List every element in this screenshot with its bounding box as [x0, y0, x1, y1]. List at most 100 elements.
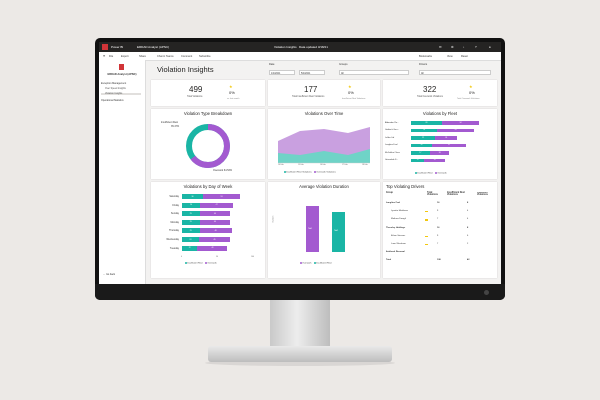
col-header-group[interactable]: Group — [386, 192, 393, 194]
donut-chart[interactable] — [183, 121, 233, 171]
chat-button[interactable]: Chat in Teams — [157, 54, 174, 58]
subscribe-button[interactable]: Subscribe — [199, 54, 211, 58]
day-bar-row[interactable]: Saturday 30 53 — [153, 194, 263, 199]
nav-item-overspeed[interactable]: Over Speed Insights — [105, 88, 126, 90]
download-icon[interactable]: ↓ — [463, 45, 465, 49]
fleet-bar-row[interactable]: Langline Fuel 19 31 — [385, 143, 495, 148]
day-bar-row[interactable]: Thursday 25 46 — [153, 228, 263, 234]
bar-insufficient[interactable] — [411, 121, 442, 125]
export-menu[interactable]: Export — [121, 54, 129, 58]
bar-overwork[interactable] — [435, 136, 458, 140]
bar-insufficient[interactable] — [182, 202, 201, 208]
top-drivers-card[interactable]: Top Violating Drivers Group Total Violat… — [383, 182, 497, 278]
by-day-card[interactable]: Violations by Day of Week Saturday 30 53 Fr… — [151, 182, 265, 278]
table-row[interactable]: Thornley Holdings 16 8 — [383, 227, 497, 234]
fleet-bar-row[interactable]: Aldenden Ra... 28 34 — [385, 121, 495, 125]
kpi-sub: vs. last month — [227, 98, 240, 100]
share-button[interactable]: Share — [139, 54, 146, 58]
view-button[interactable]: View — [447, 54, 453, 58]
go-back-button[interactable]: ← Go back — [103, 273, 115, 276]
bar-insufficient[interactable] — [182, 228, 200, 234]
nav-item-violation[interactable]: Violation Insights — [101, 93, 141, 95]
bar-overwork[interactable] — [441, 121, 480, 125]
donut-slice-overwork[interactable] — [186, 124, 230, 168]
bar-insufficient[interactable] — [411, 143, 432, 148]
file-menu[interactable]: File — [109, 54, 114, 58]
fleet-bar-row[interactable]: Grimsdale S... 12 19 — [385, 158, 495, 163]
day-bar-row[interactable]: Tuesday 22 43 — [153, 245, 263, 251]
help-icon[interactable]: ? — [475, 45, 477, 49]
nav-section-operational[interactable]: Operational Statistics — [101, 99, 124, 102]
bar-overwork[interactable] — [199, 219, 231, 225]
col-header-total[interactable]: Total Violations — [427, 192, 438, 196]
area-chart[interactable] — [274, 119, 374, 167]
bar-insufficient[interactable] — [332, 212, 345, 252]
driver-name: Total — [386, 259, 392, 262]
x-tick: 15 Feb — [298, 164, 304, 166]
groups-dropdown[interactable]: All — [339, 70, 409, 75]
fleet-bar-row[interactable]: Leffen Ltd 22 20 — [385, 136, 495, 140]
bar-overwork[interactable] — [200, 202, 234, 208]
by-fleet-card[interactable]: Violations by Fleet Aldenden Ra... 28 34 Ga… — [383, 109, 497, 179]
bar-overwork[interactable] — [424, 158, 446, 163]
bookmarks-button[interactable]: Bookmarks — [419, 54, 432, 58]
bar-insufficient[interactable] — [411, 158, 425, 163]
table-row[interactable]: Total 108 42 — [383, 259, 497, 266]
kpi-sub: Total Overwork Violations — [457, 98, 480, 100]
workspace-label[interactable]: ERDAD Analyst (APNC) — [137, 45, 170, 49]
bar-overwork[interactable] — [431, 143, 466, 148]
bar-insufficient[interactable] — [182, 194, 203, 199]
bar-insufficient[interactable] — [182, 245, 198, 251]
day-bar-row[interactable]: Friday 26 47 — [153, 202, 263, 208]
bar-overwork[interactable] — [199, 228, 232, 234]
monitor: Power BI ERDAD Analyst (APNC) Violation … — [95, 38, 505, 300]
date-to-input[interactable]: 5/4/2021 — [299, 70, 325, 75]
day-name: Sunday — [170, 212, 179, 216]
bar-overwork[interactable] — [437, 128, 474, 133]
day-bar-row[interactable]: Wednesday 24 45 — [153, 237, 263, 242]
bar-insufficient[interactable] — [411, 151, 430, 155]
bar-overwork[interactable] — [429, 151, 450, 155]
over-time-card[interactable]: Violations Over Time 14 Feb 15 Feb 16 Fe… — [268, 109, 380, 179]
nav-section-exception[interactable]: Exception Management — [101, 82, 127, 85]
bar-value: 19 — [433, 159, 436, 162]
fleet-bar-row[interactable]: Gatbirch Gen... 24 33 — [385, 128, 495, 133]
bar-overwork[interactable] — [306, 206, 319, 252]
bar-insufficient[interactable] — [411, 128, 438, 133]
date-from-input[interactable]: 1/4/2021 — [269, 70, 295, 75]
avatar[interactable]: ● — [489, 45, 491, 49]
bar-value: 53 — [220, 195, 223, 198]
area-overwork — [278, 127, 370, 163]
bar-overwork[interactable] — [197, 245, 228, 251]
bar-overwork[interactable] — [199, 211, 231, 217]
table-row[interactable]: Langline Fuel 16 8 — [383, 202, 497, 209]
fleet-bar-row[interactable]: McGuffee Class 17 18 — [385, 151, 495, 155]
legend-item: Insufficient Rest — [187, 262, 203, 265]
table-row[interactable]: Mathew Dowgil 7 4 — [383, 218, 497, 225]
table-row[interactable]: Luan Wrexham 7 2 — [383, 243, 497, 250]
bar-insufficient[interactable] — [411, 136, 436, 140]
table-row[interactable]: Ethan Stevens 9 6 — [383, 235, 497, 242]
day-name: Saturday — [169, 195, 179, 198]
day-bar-row[interactable]: Monday 25 44 — [153, 219, 263, 225]
breakdown-card[interactable]: Violation Type Breakdown Insufficient Re… — [151, 109, 265, 179]
drivers-dropdown[interactable]: All — [419, 70, 491, 75]
table-row[interactable]: Lynette Matthews 9 4 — [383, 210, 497, 217]
reset-button[interactable]: Reset — [461, 54, 468, 58]
settings-icon[interactable]: ⚙ — [451, 45, 454, 49]
bar-insufficient[interactable] — [182, 237, 199, 242]
bell-icon[interactable]: ✉ — [439, 45, 442, 49]
bar-overwork[interactable] — [198, 237, 231, 242]
table-row[interactable]: Ashbock Renewal — [383, 251, 497, 258]
bar-overwork[interactable] — [203, 194, 241, 199]
comment-button[interactable]: Comment — [181, 54, 193, 58]
bar-insufficient[interactable] — [182, 211, 200, 217]
day-bar-row[interactable]: Sunday 25 44 — [153, 211, 263, 217]
col-header-rest[interactable]: Insufficient Rest Violations — [447, 192, 465, 196]
col-header-overwork[interactable]: Overwork Violations — [477, 192, 488, 196]
avg-duration-card[interactable]: Average Violation Duration Duration Tbd1… — [268, 182, 380, 278]
day-name: Monday — [170, 220, 179, 224]
bar-insufficient[interactable] — [182, 219, 200, 225]
total-cell: 16 — [437, 226, 440, 229]
menu-icon[interactable]: ☰ — [103, 54, 106, 58]
